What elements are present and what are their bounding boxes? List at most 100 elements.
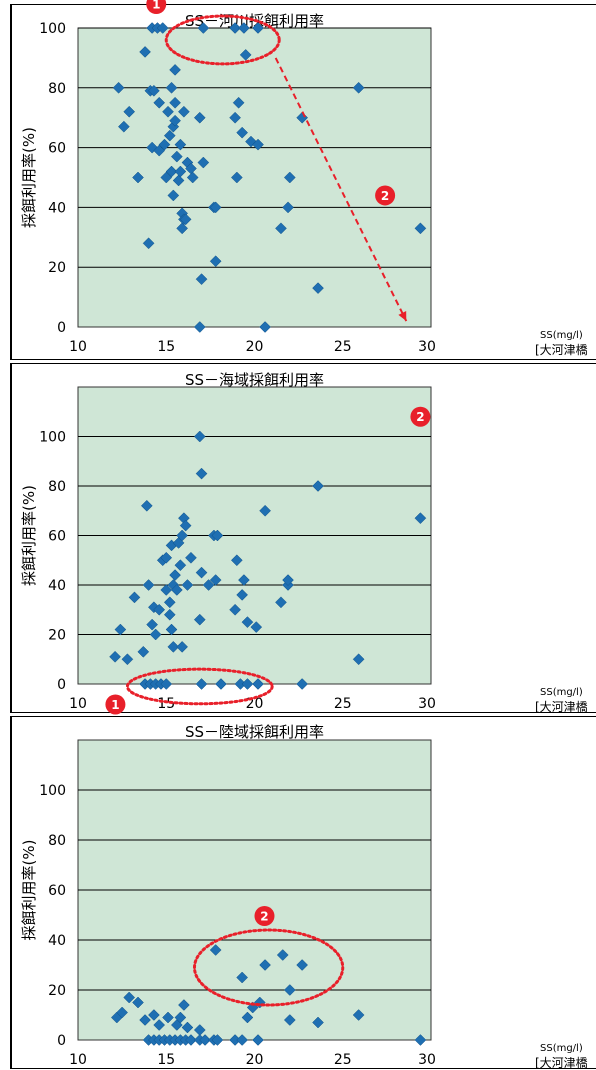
y-tick-label: 80 — [48, 833, 66, 849]
data-point — [238, 22, 250, 34]
data-point — [128, 591, 141, 604]
data-point — [176, 529, 188, 542]
data-point — [230, 554, 243, 567]
y-axis-label: 採餌利用率(%) — [20, 127, 38, 228]
data-point — [170, 150, 183, 163]
data-point — [236, 126, 248, 139]
x-location-label: [大河津橋 — [535, 343, 588, 357]
x-tick-label: 10 — [69, 339, 87, 355]
data-point — [252, 138, 264, 151]
data-point — [241, 616, 254, 628]
data-point — [229, 22, 241, 34]
data-point — [185, 551, 197, 564]
data-point — [153, 96, 166, 109]
x-tick-label: 15 — [157, 1052, 175, 1068]
data-point — [169, 96, 181, 109]
data-point — [169, 64, 181, 76]
data-point — [169, 569, 181, 581]
data-point — [132, 171, 144, 184]
y-tick-label: 0 — [57, 320, 66, 336]
data-point — [116, 1006, 128, 1019]
data-point — [352, 81, 365, 94]
x-tick-label: 25 — [334, 1052, 352, 1068]
data-point — [172, 174, 185, 187]
data-point — [195, 467, 208, 480]
x-tick-label: 30 — [418, 1052, 436, 1068]
data-point — [259, 321, 271, 333]
data-point — [230, 171, 243, 184]
data-point — [176, 222, 188, 235]
x-tick-label: 15 — [157, 339, 175, 355]
y-tick-label: 0 — [57, 1033, 66, 1049]
annotation-label: 2 — [381, 189, 389, 203]
y-tick-label: 80 — [48, 479, 66, 495]
data-point — [252, 678, 264, 690]
data-point — [236, 1034, 248, 1046]
y-tick-label: 60 — [48, 883, 66, 899]
y-axis-label: 採餌利用率(%) — [20, 840, 38, 941]
x-tick-label: 30 — [418, 339, 436, 355]
annotation-marker — [375, 185, 396, 206]
data-point — [181, 1021, 194, 1034]
y-tick-label: 20 — [48, 260, 66, 276]
chart-panel-land: SS－陸域採餌利用率 0 20 40 60 80 100 10 15 20 25 30 SS(mg/l)… — [10, 716, 596, 1070]
annotation-marker — [146, 0, 167, 15]
data-point — [352, 653, 365, 666]
x-location-label: [大河津橋 — [535, 1056, 588, 1070]
data-point — [153, 603, 166, 616]
data-point — [352, 1009, 365, 1021]
y-tick-label: 40 — [48, 933, 66, 949]
data-point — [185, 1034, 197, 1046]
data-point — [181, 579, 194, 591]
annotation-ellipse — [192, 928, 345, 1007]
data-point — [162, 105, 174, 118]
x-tick-label: 10 — [69, 1052, 87, 1068]
y-tick-label: 60 — [48, 141, 66, 157]
data-point — [146, 618, 158, 631]
y-axis-label: 採餌利用率(%) — [20, 485, 38, 586]
data-point — [215, 678, 227, 690]
data-point — [174, 1011, 187, 1024]
data-point — [139, 46, 151, 58]
x-tick-label: 20 — [246, 1052, 264, 1068]
data-point — [202, 579, 215, 591]
data-point — [112, 81, 125, 94]
data-point — [148, 84, 160, 97]
y-tick-label: 20 — [48, 983, 66, 999]
x-tick-label: 20 — [246, 339, 264, 355]
data-point — [195, 273, 208, 286]
data-point — [153, 1019, 166, 1031]
data-point — [170, 584, 183, 596]
data-point — [211, 529, 224, 542]
data-point — [156, 22, 169, 34]
data-point — [236, 971, 248, 984]
data-point — [123, 991, 136, 1004]
data-point — [148, 1009, 160, 1021]
annotation-ellipse — [164, 14, 281, 66]
data-point — [252, 1034, 264, 1046]
data-point — [282, 574, 294, 586]
data-point — [142, 237, 155, 250]
x-tick-label: 10 — [69, 696, 87, 712]
chart-panel-sea: SS－海域採餌利用率 0 20 40 60 80 100 10 15 20 25 30 SS(mg/l)… — [10, 363, 596, 715]
data-point — [193, 430, 206, 443]
annotation-label: 2 — [260, 910, 268, 924]
annotation-marker — [410, 406, 431, 427]
x-unit-label: SS(mg/l) — [540, 1043, 583, 1054]
data-point — [241, 1011, 254, 1024]
data-point — [312, 282, 324, 294]
x-tick-label: 25 — [334, 696, 352, 712]
data-point — [179, 519, 192, 532]
data-point — [197, 156, 210, 169]
data-point — [259, 959, 271, 971]
data-point — [160, 584, 173, 596]
data-point — [209, 574, 222, 586]
data-point — [283, 171, 296, 184]
data-point — [174, 559, 187, 572]
y-tick-label: 60 — [48, 529, 66, 545]
y-tick-label: 80 — [48, 81, 66, 97]
data-point — [209, 201, 222, 214]
annotation-label: 2 — [416, 410, 424, 424]
y-tick-label: 100 — [39, 783, 66, 799]
